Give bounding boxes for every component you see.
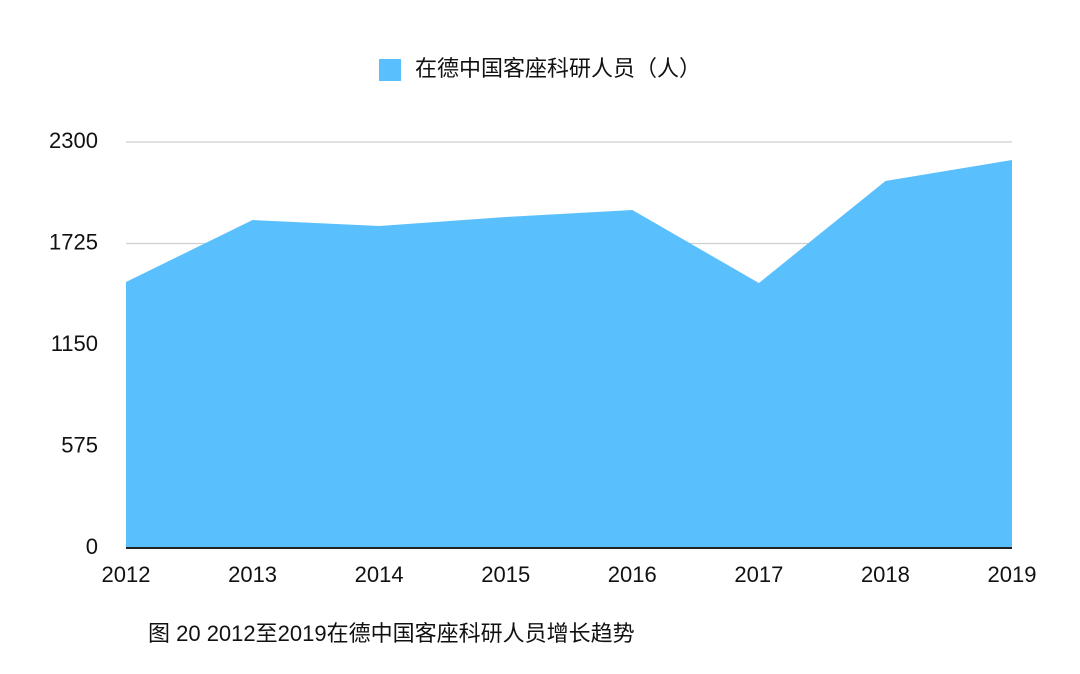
x-tick-label: 2019 (988, 562, 1037, 587)
y-tick-label: 1150 (51, 331, 98, 356)
x-tick-label: 2016 (608, 562, 657, 587)
y-tick-label: 1725 (49, 229, 98, 254)
x-tick-label: 2017 (734, 562, 783, 587)
x-tick-label: 2013 (228, 562, 277, 587)
area (126, 160, 1012, 548)
x-tick-label: 2012 (102, 562, 151, 587)
y-tick-label: 575 (61, 432, 98, 457)
caption: 图 20 2012至2019在德中国客座科研人员增长趋势 (148, 621, 635, 646)
legend-label: 在德中国客座科研人员（人） (415, 56, 701, 81)
y-tick-label: 0 (86, 534, 98, 559)
x-tick-label: 2014 (355, 562, 404, 587)
y-tick-label: 2300 (49, 128, 98, 153)
legend-swatch (378, 59, 401, 81)
x-tick-label: 2018 (861, 562, 910, 587)
x-tick-label: 2015 (481, 562, 530, 587)
